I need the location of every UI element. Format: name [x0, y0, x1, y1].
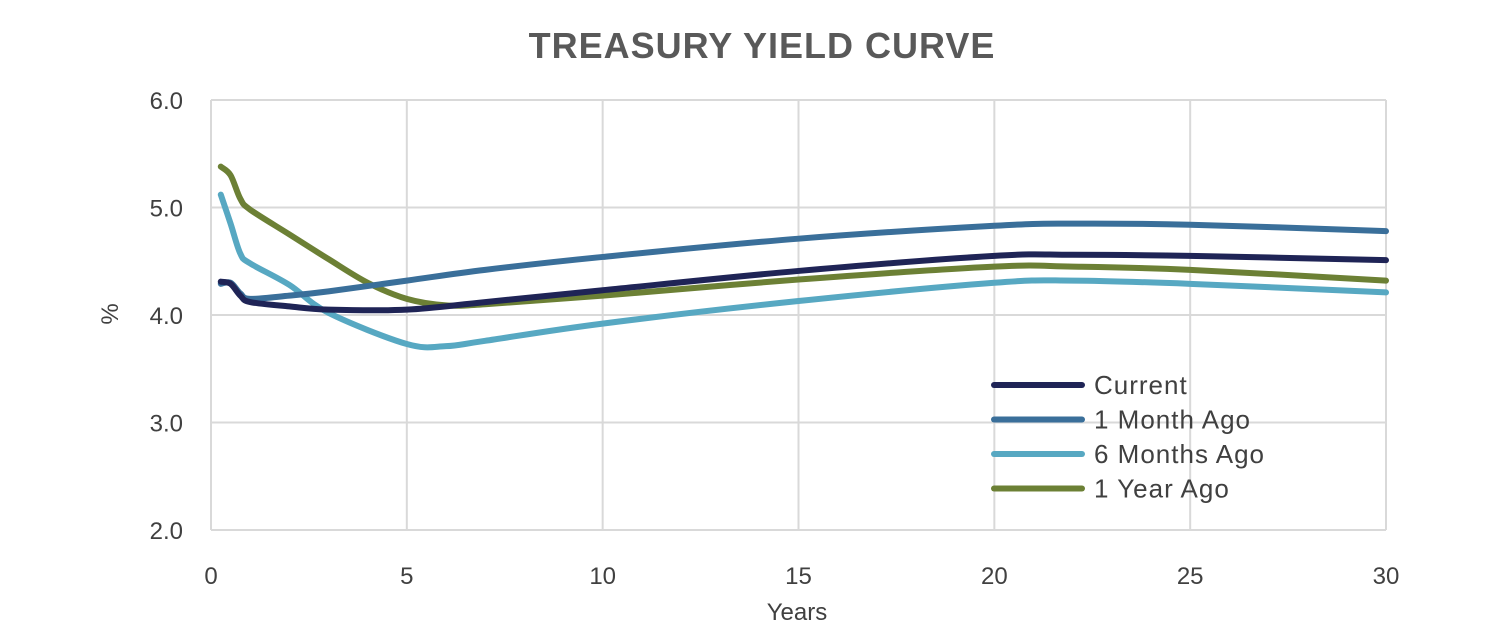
x-tick-label: 10	[589, 563, 616, 590]
x-axis-label: Years	[767, 599, 828, 626]
axes: 2.0 3.0 4.0 5.0 6.0 0 5 10 15 20 25 30	[150, 88, 1400, 590]
y-tick-label: 2.0	[150, 518, 183, 545]
series-line-current	[217, 251, 1389, 314]
x-tick-label: 30	[1373, 563, 1400, 590]
chart-title: TREASURY YIELD CURVE	[529, 25, 996, 66]
series-lines	[217, 163, 1389, 351]
legend: Current 1 Month Ago 6 Months Ago 1 Year Ago	[991, 370, 1265, 504]
x-tick-label: 25	[1177, 563, 1204, 590]
legend-label-1-month-ago: 1 Month Ago	[1094, 405, 1251, 435]
y-tick-label: 5.0	[150, 196, 183, 223]
y-tick-label: 3.0	[150, 411, 183, 438]
y-tick-label: 4.0	[150, 303, 183, 330]
x-tick-label: 15	[785, 563, 812, 590]
series-line-6-months-ago	[217, 191, 1389, 351]
legend-label-current: Current	[1094, 370, 1188, 400]
x-tick-label: 20	[981, 563, 1008, 590]
legend-label-6-months-ago: 6 Months Ago	[1094, 439, 1265, 469]
y-tick-label: 6.0	[150, 88, 183, 115]
y-axis-label: %	[97, 303, 124, 324]
legend-label-1-year-ago: 1 Year Ago	[1094, 474, 1230, 504]
x-tick-label: 0	[204, 563, 217, 590]
x-tick-label: 5	[400, 563, 413, 590]
